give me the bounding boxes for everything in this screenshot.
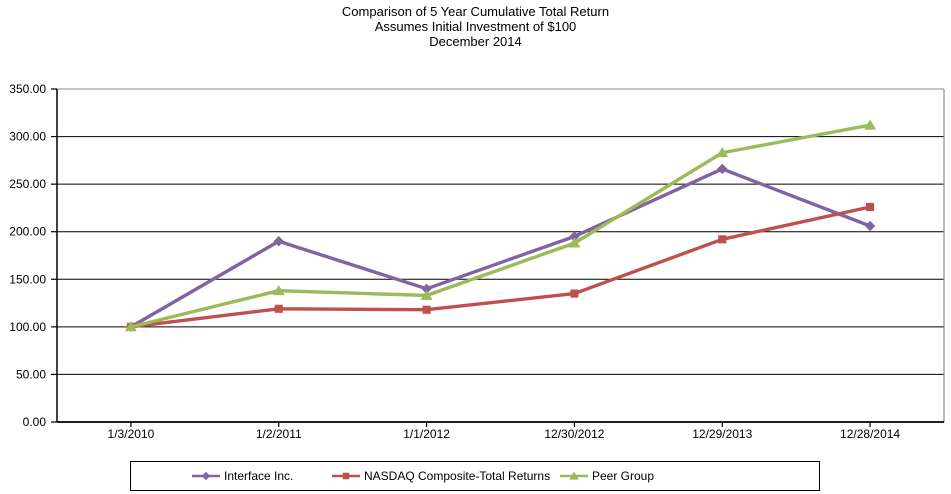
series-marker-nasdaq-composite-total-returns	[422, 305, 431, 314]
series-marker-nasdaq-composite-total-returns	[570, 289, 579, 298]
y-axis-label: 100.00	[9, 320, 46, 334]
series-marker-nasdaq-composite-total-returns	[274, 304, 283, 313]
series-marker-peer-group	[420, 289, 433, 300]
series-marker-peer-group	[716, 147, 729, 158]
series-marker-peer-group	[568, 237, 581, 248]
legend-label: NASDAQ Composite-Total Returns	[364, 469, 551, 483]
series-line-nasdaq-composite-total-returns	[129, 205, 872, 329]
series-marker-peer-group	[272, 284, 285, 296]
series-marker-nasdaq-composite-total-returns	[718, 235, 727, 244]
series-marker-interface-inc	[569, 231, 580, 242]
series-marker-peer-group	[124, 321, 137, 332]
legend: Interface Inc. NASDAQ Composite-Total Ret…	[130, 461, 820, 491]
x-axis-label: 12/28/2014	[840, 427, 900, 441]
legend-item-nasdaq-composite-total-returns: NASDAQ Composite-Total Returns	[331, 469, 550, 483]
legend-item-interface-inc: Interface Inc.	[191, 469, 293, 483]
legend-label: Interface Inc.	[224, 469, 294, 483]
y-axis-label: 0.00	[23, 415, 47, 429]
y-axis-label: 300.00	[9, 130, 46, 144]
x-axis-label: 12/29/2013	[692, 427, 752, 441]
y-axis-label: 350.00	[9, 82, 46, 96]
chart-subtitle: Assumes Initial Investment of $100	[374, 19, 577, 34]
plot-area: 0.00 50.00 100.00 150.00 200.00 250.00 300.00 3…	[9, 82, 945, 441]
series-marker-nasdaq-composite-total-returns	[866, 202, 875, 212]
x-axis-label: 1/1/2012	[403, 427, 450, 441]
square-legend-marker-icon	[332, 472, 360, 480]
series-marker-peer-group	[864, 119, 877, 130]
chart-title-block: Comparison of 5 Year Cumulative Total Re…	[0, 4, 951, 49]
series-marker-interface-inc	[273, 236, 284, 247]
y-axis-label: 150.00	[9, 272, 46, 286]
series-line-interface-inc	[129, 167, 872, 329]
legend-item-peer-group: Peer Group	[559, 469, 654, 483]
x-axis-label: 1/3/2010	[108, 427, 155, 441]
chart-title: Comparison of 5 Year Cumulative Total Re…	[341, 4, 610, 19]
y-axis-label: 50.00	[16, 367, 46, 381]
x-axis-label: 1/2/2011	[256, 427, 302, 441]
y-axis-label: 200.00	[9, 225, 46, 239]
y-axis-label: 250.00	[9, 177, 46, 191]
x-axis-label: 12/30/2012	[544, 427, 604, 441]
chart-subtitle-date: December 2014	[429, 34, 522, 49]
diamond-legend-marker-icon	[192, 471, 220, 481]
series-marker-interface-inc	[421, 283, 432, 294]
series-line-peer-group	[129, 123, 872, 329]
legend-label: Peer Group	[592, 469, 655, 483]
series-marker-interface-inc	[864, 220, 876, 232]
series-marker-interface-inc	[717, 163, 728, 175]
triangle-legend-marker-icon	[560, 471, 588, 480]
